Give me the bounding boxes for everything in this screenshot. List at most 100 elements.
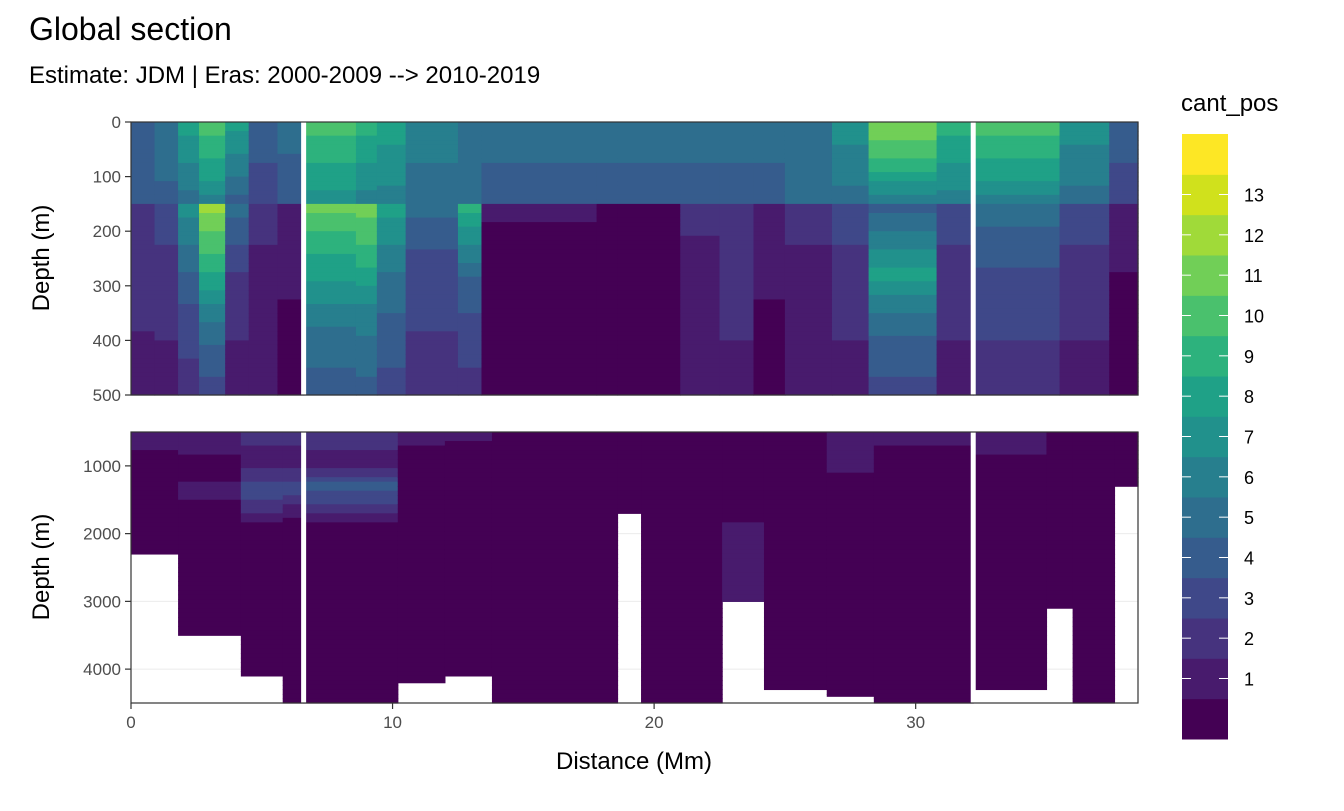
- upper-cell: [1109, 358, 1139, 364]
- lower-cell: [1046, 432, 1074, 438]
- lower-cell: [1072, 648, 1116, 654]
- lower-cell: [873, 644, 974, 650]
- lower-cell: [873, 653, 974, 659]
- upper-cell: [277, 235, 305, 241]
- upper-cell: [457, 263, 483, 269]
- upper-cell: [131, 263, 156, 269]
- lower-cell: [397, 626, 446, 632]
- upper-cell: [277, 308, 305, 314]
- upper-cell: [131, 258, 156, 264]
- lower-cell: [178, 540, 242, 546]
- upper-cell: [225, 367, 250, 373]
- lower-cell: [178, 490, 242, 496]
- lower-cell: [763, 666, 828, 672]
- upper-column-10: [405, 122, 459, 396]
- upper-cell: [868, 290, 938, 296]
- lower-cell: [240, 621, 284, 627]
- lower-cell: [722, 590, 765, 596]
- upper-cell: [405, 153, 459, 159]
- lower-cell: [303, 621, 399, 627]
- upper-cell: [199, 308, 226, 314]
- lower-cell: [491, 693, 619, 700]
- lower-cell: [240, 657, 284, 663]
- upper-cell: [376, 226, 407, 232]
- lower-cell: [826, 626, 875, 632]
- upper-cell: [719, 367, 755, 373]
- upper-cell: [596, 131, 619, 137]
- lower-cell: [240, 594, 284, 600]
- upper-cell: [719, 231, 755, 237]
- upper-cell: [178, 135, 200, 141]
- upper-cell: [596, 149, 619, 155]
- upper-cell: [753, 344, 786, 351]
- upper-cell: [680, 372, 721, 378]
- lower-cell: [178, 522, 242, 528]
- upper-cell: [481, 267, 598, 273]
- lower-cell: [763, 531, 828, 537]
- lower-cell: [131, 436, 179, 442]
- lower-cell: [722, 594, 765, 600]
- upper-cell: [1059, 162, 1110, 169]
- upper-cell: [753, 299, 786, 305]
- upper-cell: [868, 190, 938, 196]
- lower-cell: [826, 594, 875, 600]
- upper-cell: [973, 290, 1061, 296]
- lower-cell: [763, 450, 828, 456]
- lower-cell: [282, 454, 305, 460]
- lower-cell: [131, 481, 179, 487]
- upper-cell: [457, 358, 483, 364]
- lower-cell: [397, 531, 446, 537]
- upper-cell: [680, 208, 721, 214]
- upper-cell: [376, 190, 407, 196]
- lower-cell: [303, 459, 399, 465]
- upper-cell: [355, 144, 378, 150]
- lower-column-9: [641, 432, 723, 704]
- lower-cell: [303, 454, 399, 460]
- upper-cell: [131, 313, 156, 319]
- lower-cell: [873, 639, 974, 645]
- upper-cell: [131, 385, 156, 392]
- upper-cell: [753, 190, 786, 196]
- upper-cell: [199, 253, 226, 260]
- upper-cell: [303, 153, 357, 159]
- upper-cell: [596, 213, 619, 219]
- lower-cell: [444, 576, 493, 582]
- lower-cell: [826, 508, 875, 514]
- upper-cell: [719, 140, 755, 146]
- lower-cell: [397, 481, 446, 487]
- lower-cell: [826, 454, 875, 460]
- upper-cell: [481, 203, 598, 210]
- upper-cell: [617, 340, 681, 346]
- lower-cell: [1072, 508, 1116, 514]
- lower-cell: [240, 472, 284, 478]
- lower-cell: [973, 657, 1048, 663]
- upper-cell: [596, 185, 619, 191]
- upper-cell: [303, 235, 357, 241]
- upper-cell: [303, 322, 357, 328]
- lower-cell: [1072, 621, 1116, 627]
- upper-cell: [936, 276, 974, 282]
- upper-cell: [277, 222, 305, 228]
- upper-cell: [784, 231, 833, 237]
- lower-cell: [873, 468, 974, 474]
- lower-cell: [763, 526, 828, 532]
- upper-cell: [376, 235, 407, 241]
- upper-cell: [248, 185, 279, 191]
- lower-column-14: [973, 432, 1048, 691]
- upper-cell: [973, 376, 1061, 382]
- upper-cell: [617, 285, 681, 291]
- lower-cell: [1046, 544, 1074, 551]
- upper-cell: [936, 285, 974, 291]
- upper-column-5: [248, 122, 279, 396]
- x-tick-label-2: 20: [645, 713, 664, 732]
- upper-cell: [1109, 326, 1139, 332]
- upper-cell: [719, 294, 755, 301]
- upper-cell: [936, 385, 974, 392]
- upper-cell: [178, 190, 200, 196]
- upper-cell: [617, 135, 681, 141]
- lower-cell: [763, 472, 828, 478]
- upper-cell: [225, 285, 250, 291]
- upper-cell: [199, 335, 226, 341]
- lower-cell: [1114, 481, 1139, 487]
- lower-cell: [444, 544, 493, 551]
